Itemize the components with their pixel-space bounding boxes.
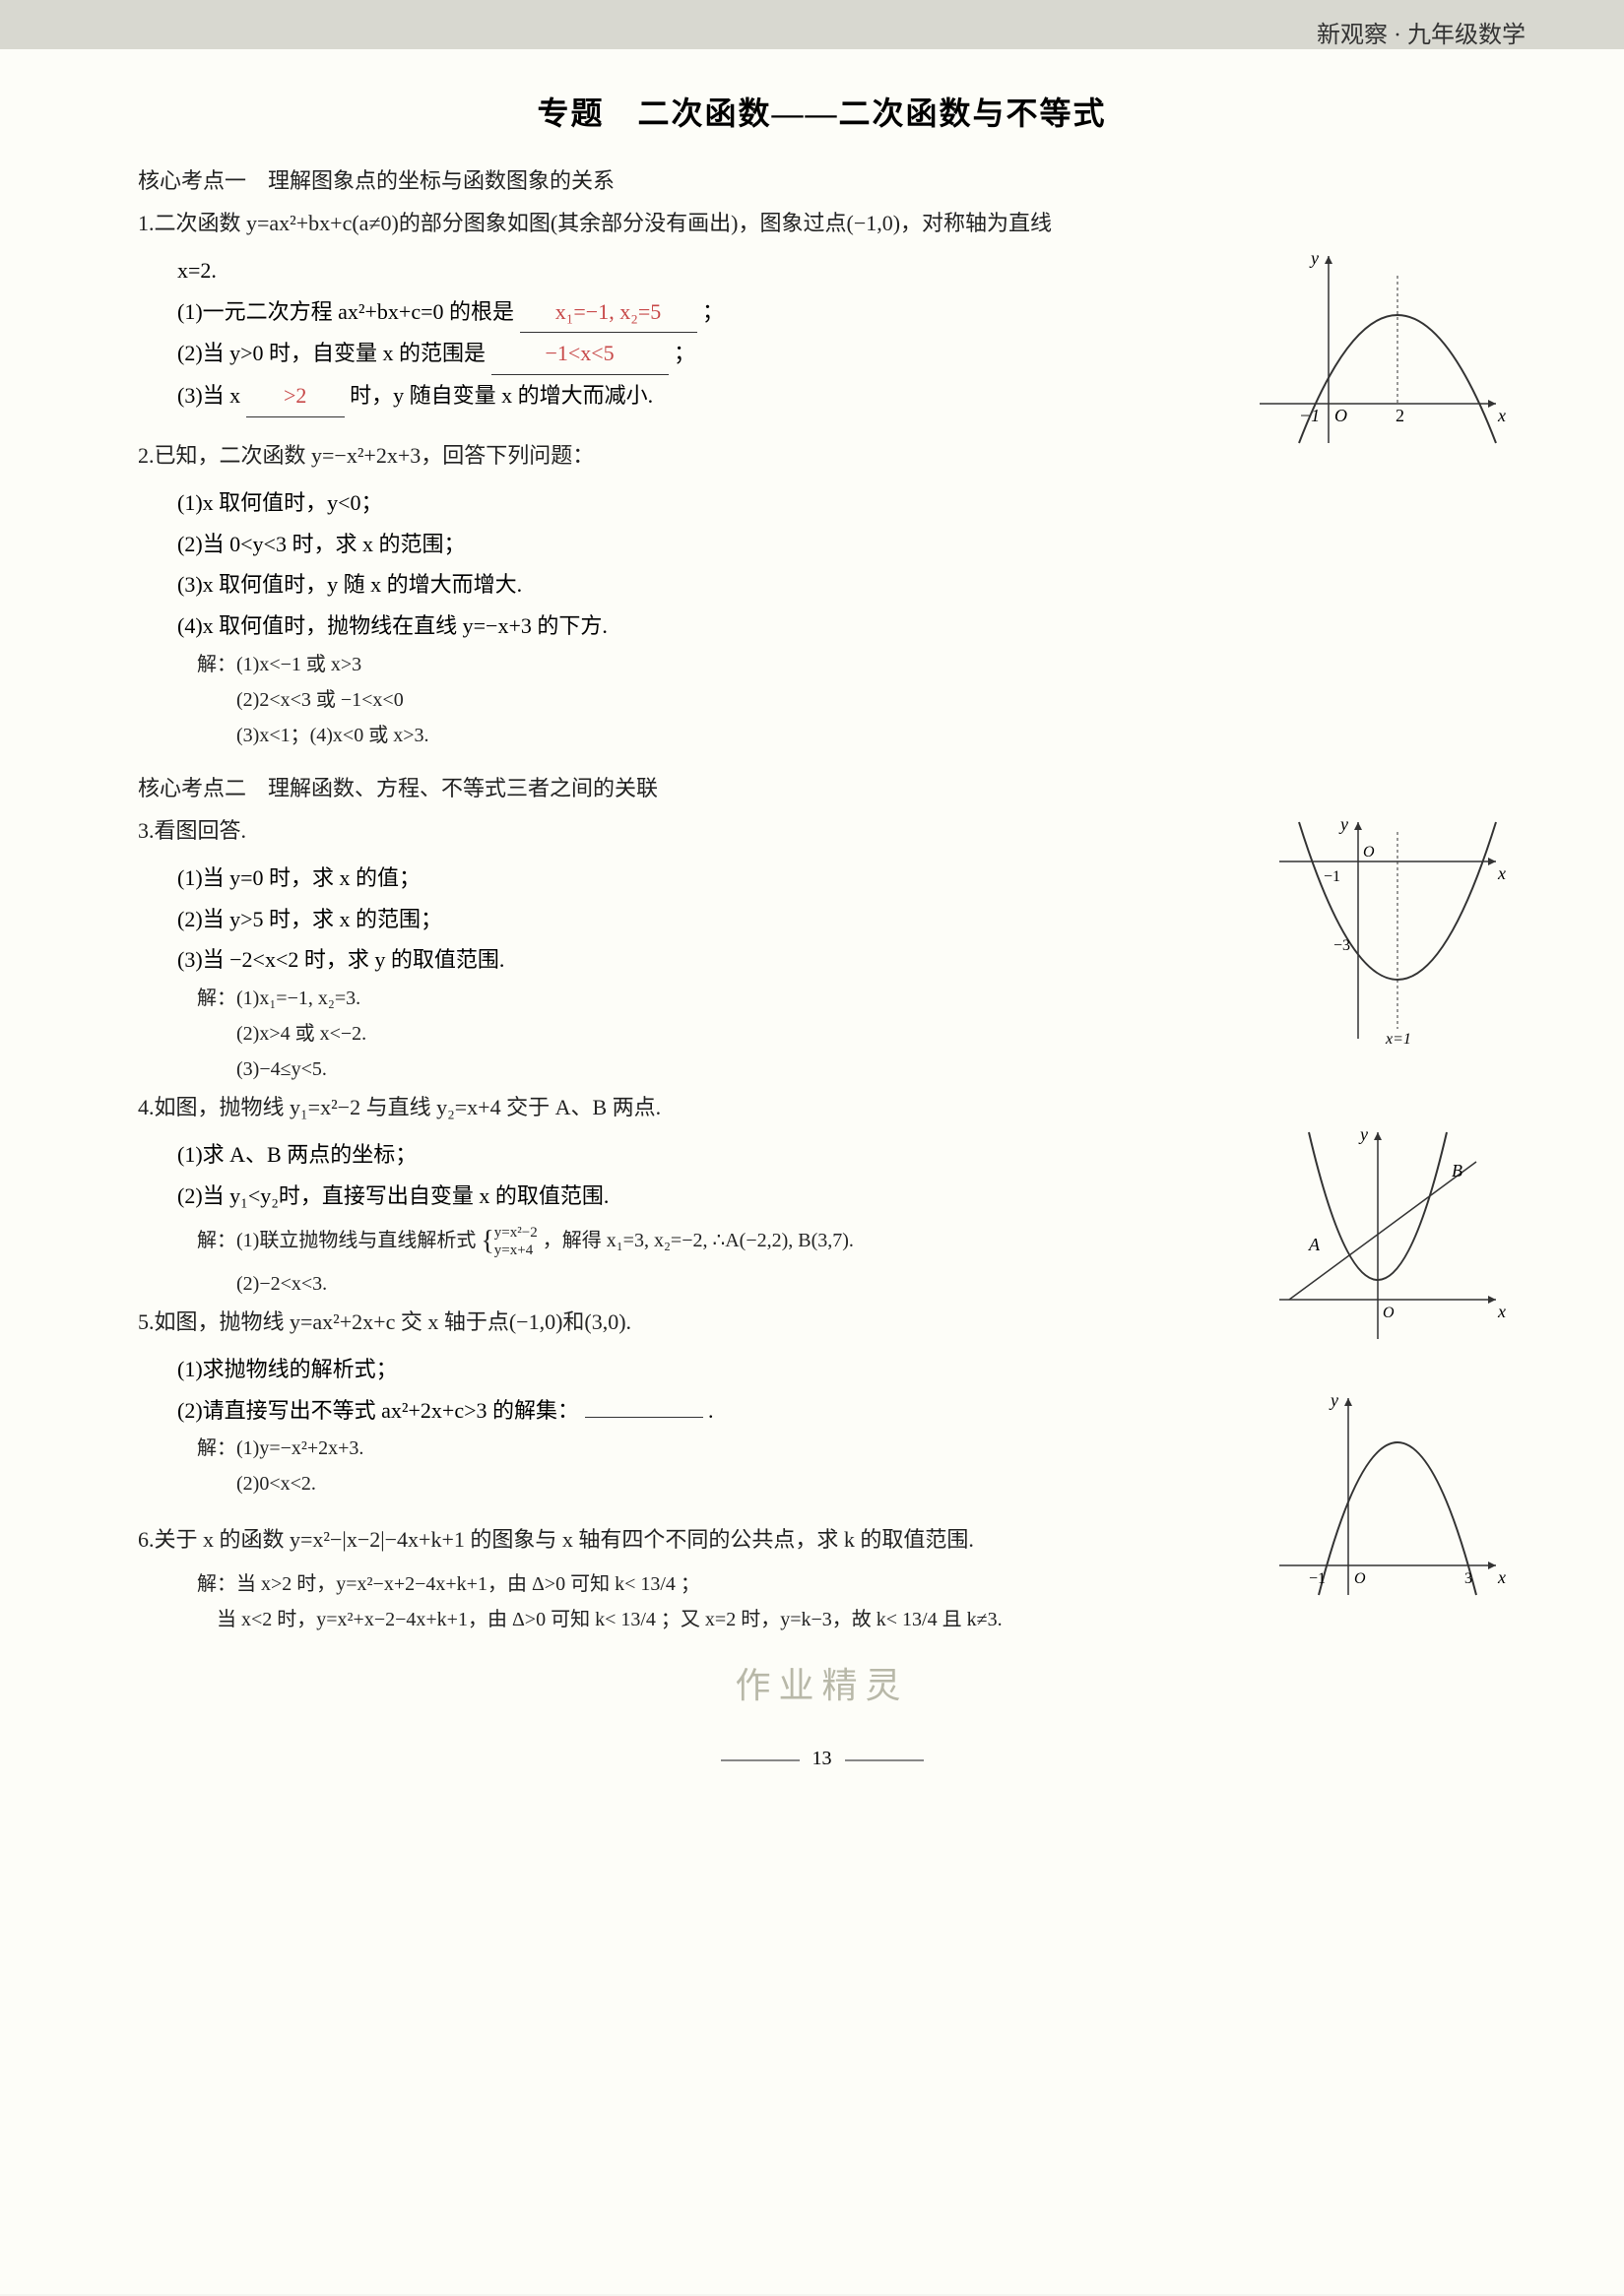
p5-q2-post: . <box>708 1398 714 1423</box>
svg-text:x: x <box>1497 1302 1506 1321</box>
p1-q1-answer: x₁=−1, x₂=5 <box>520 291 697 334</box>
p1-q2-answer: −1<x<5 <box>491 333 669 375</box>
p3-sol-label: 解： <box>197 988 236 1009</box>
svg-text:x: x <box>1497 406 1506 425</box>
p4-s1-post: ，解得 x₁=3, x₂=−2, ∴A(−2,2), B(3,7). <box>543 1229 854 1250</box>
svg-text:y: y <box>1338 814 1348 834</box>
p4-sys-bot: y=x+4 <box>494 1243 533 1258</box>
header-bar: 新观察 · 九年级数学 <box>0 0 1624 49</box>
p2-s3: (3)x<1；(4)x<0 或 x>3. <box>138 718 1506 753</box>
p5-s1: (1)y=−x²+2x+3. <box>236 1437 363 1459</box>
p2-s1: (1)x<−1 或 x>3 <box>236 654 361 675</box>
figure-4: −1 O 3 x y <box>1269 1388 1506 1610</box>
p5-q1: (1)求抛物线的解析式； <box>138 1349 1506 1390</box>
svg-text:O: O <box>1354 1570 1366 1587</box>
p3-s3: (3)−4≤y<5. <box>138 1052 1506 1087</box>
parabola-up-icon: O −1 −3 x=1 x y <box>1269 812 1506 1049</box>
p6-sol-label: 解： <box>197 1573 236 1595</box>
svg-text:x: x <box>1497 1567 1506 1587</box>
p2-sol-label: 解： <box>197 654 236 675</box>
svg-text:y: y <box>1329 1390 1338 1410</box>
svg-text:y: y <box>1358 1124 1368 1144</box>
svg-text:−1: −1 <box>1324 868 1340 885</box>
svg-text:O: O <box>1363 844 1375 861</box>
svg-text:O: O <box>1334 406 1347 425</box>
parabola-down2-icon: −1 O 3 x y <box>1269 1388 1506 1605</box>
svg-text:2: 2 <box>1396 406 1404 425</box>
deco-left <box>721 1759 800 1761</box>
p4-s1-pre: (1)联立抛物线与直线解析式 <box>236 1229 476 1250</box>
p1-q3-post: 时，y 随自变量 x 的增大而减小. <box>350 383 653 408</box>
svg-text:3: 3 <box>1464 1570 1472 1587</box>
p6-s1: 当 x>2 时，y=x²−x+2−4x+k+1，由 Δ>0 可知 k< 13/4… <box>236 1573 700 1595</box>
page-number-wrap: 13 <box>138 1748 1506 1770</box>
section-2-header: 核心考点二 理解函数、方程、不等式三者之间的关联 <box>138 771 1506 802</box>
p2-q4: (4)x 取何值时，抛物线在直线 y=−x+3 的下方. <box>138 606 1506 647</box>
p1-stem: 1.二次函数 y=ax²+bx+c(a≠0)的部分图象如图(其余部分没有画出)，… <box>138 211 1052 235</box>
svg-text:x=1: x=1 <box>1385 1031 1411 1048</box>
p1-q3-pre: (3)当 x <box>177 383 240 408</box>
p1-q1-post: ； <box>702 299 724 324</box>
p2-solution: 解：(1)x<−1 或 x>3 <box>138 647 1506 682</box>
problem-1: 1.二次函数 y=ax²+bx+c(a≠0)的部分图象如图(其余部分没有画出)，… <box>138 203 1506 244</box>
book-title: 新观察 · 九年级数学 <box>1317 15 1526 49</box>
topic-title: 专题 二次函数——二次函数与不等式 <box>138 89 1506 134</box>
deco-right <box>845 1759 924 1761</box>
parabola-line-icon: A B O x y <box>1269 1122 1506 1349</box>
p5-sol-label: 解： <box>197 1437 236 1459</box>
p5-q2-pre: (2)请直接写出不等式 ax²+2x+c>3 的解集： <box>177 1398 579 1423</box>
watermark: 作业精灵 <box>138 1657 1506 1708</box>
svg-text:−1: −1 <box>1299 406 1320 425</box>
svg-text:y: y <box>1309 248 1319 268</box>
svg-text:A: A <box>1308 1235 1321 1254</box>
figure-2: O −1 −3 x=1 x y <box>1269 812 1506 1053</box>
p5-q2-blank <box>585 1417 703 1418</box>
svg-text:−3: −3 <box>1333 937 1350 954</box>
p3-s1: (1)x₁=−1, x₂=3. <box>236 988 360 1009</box>
p2-q1: (1)x 取何值时，y<0； <box>138 482 1506 524</box>
p2-q2: (2)当 0<y<3 时，求 x 的范围； <box>138 524 1506 565</box>
page-number: 13 <box>812 1748 832 1769</box>
svg-text:O: O <box>1383 1305 1395 1321</box>
p1-q3-answer: >2 <box>246 375 345 417</box>
svg-text:B: B <box>1452 1161 1462 1180</box>
p1-q1-pre: (1)一元二次方程 ax²+bx+c=0 的根是 <box>177 299 514 324</box>
figure-1: −1 O 2 x y <box>1250 246 1506 458</box>
parabola-down-icon: −1 O 2 x y <box>1250 246 1506 453</box>
p2-s2: (2)2<x<3 或 −1<x<0 <box>138 682 1506 718</box>
p4-sol-label: 解： <box>197 1229 236 1250</box>
svg-text:−1: −1 <box>1309 1570 1326 1587</box>
p4-sys-top: y=x²−2 <box>494 1225 538 1241</box>
page: 专题 二次函数——二次函数与不等式 核心考点一 理解图象点的坐标与函数图象的关系… <box>0 49 1624 2294</box>
p2-q3: (3)x 取何值时，y 随 x 的增大而增大. <box>138 564 1506 606</box>
svg-text:x: x <box>1497 863 1506 883</box>
figure-3: A B O x y <box>1269 1122 1506 1354</box>
p1-q2-pre: (2)当 y>0 时，自变量 x 的范围是 <box>177 341 486 365</box>
section-1-header: 核心考点一 理解图象点的坐标与函数图象的关系 <box>138 163 1506 195</box>
p1-q2-post: ； <box>674 341 695 365</box>
